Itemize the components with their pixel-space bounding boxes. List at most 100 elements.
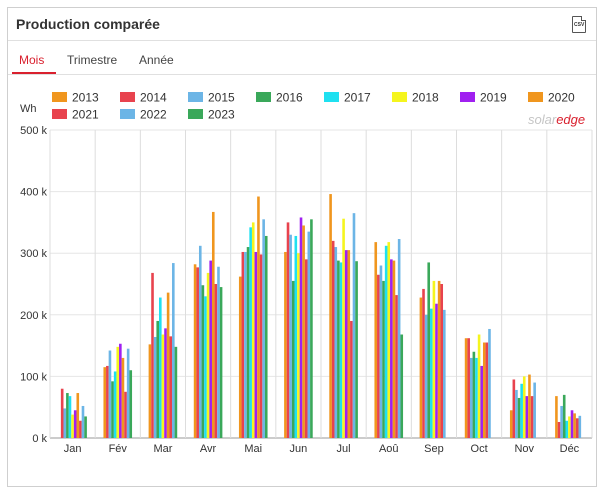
bar-2019-Nov <box>525 396 529 438</box>
bar-2019-Jul <box>344 250 348 438</box>
bar-2018-Mar <box>161 334 165 438</box>
tab-trimestre[interactable]: Trimestre <box>67 53 118 67</box>
bar-2022-Avr <box>217 266 220 438</box>
bar-2017-Fév <box>113 371 117 438</box>
bar-2016-Jan <box>66 393 69 438</box>
legend-swatch-2014 <box>120 92 135 102</box>
bar-2020-Jun <box>302 225 305 438</box>
x-tick-label: Jul <box>337 443 351 455</box>
bar-2014-Sep <box>422 288 425 438</box>
bar-2020-Sep <box>437 280 441 438</box>
bar-2020-Fév <box>121 357 125 438</box>
bar-2022-Fév <box>126 348 130 438</box>
y-tick-label: 300 k <box>20 248 47 260</box>
csv-export-icon[interactable]: CSV <box>572 16 586 33</box>
bar-2015-Nov <box>515 389 518 438</box>
bar-2021-Sep <box>440 284 444 438</box>
bar-2016-Sep <box>427 262 431 438</box>
x-tick-label: Déc <box>560 443 580 455</box>
legend-label-2021: 2021 <box>72 108 99 122</box>
bar-2015-Mai <box>244 251 247 438</box>
bar-2023-Mar <box>174 346 178 438</box>
bar-2014-Mai <box>241 251 245 438</box>
x-tick-label: Aoû <box>379 443 399 455</box>
x-tick-label: Mai <box>244 443 262 455</box>
bar-2023-Fév <box>129 370 133 438</box>
bar-2022-Nov <box>533 382 536 438</box>
bar-2016-Fév <box>111 381 114 438</box>
bar-2013-Oct <box>464 338 468 438</box>
y-tick-label: 100 k <box>20 371 47 383</box>
y-tick-label: 200 k <box>20 310 47 322</box>
bar-2018-Déc <box>568 416 571 438</box>
bar-2019-Jan <box>73 410 77 438</box>
bar-2013-Fév <box>103 367 107 438</box>
x-tick-label: Fév <box>109 443 128 455</box>
bar-2017-Nov <box>520 383 523 438</box>
bar-2023-Mai <box>264 235 268 438</box>
logo-solar: solar <box>528 112 557 127</box>
bar-2014-Jan <box>60 388 64 438</box>
bar-2016-Oct <box>472 351 476 438</box>
bar-2020-Avr <box>211 211 215 438</box>
bar-2014-Nov <box>512 379 516 438</box>
bar-2019-Oct <box>480 365 483 438</box>
bar-2016-Nov <box>517 397 521 438</box>
bar-2021-Jul <box>350 320 353 438</box>
bar-2021-Avr <box>214 284 218 438</box>
tab-annee[interactable]: Année <box>139 53 174 67</box>
x-tick-label: Oct <box>471 443 488 455</box>
bar-2015-Sep <box>424 314 428 438</box>
legend-swatch-2023 <box>188 109 203 119</box>
csv-icon-label: CSV <box>574 22 585 28</box>
bar-2023-Jul <box>355 261 358 438</box>
legend-label-2022: 2022 <box>140 108 167 122</box>
bar-2014-Jun <box>286 222 290 438</box>
x-tick-label: Jun <box>290 443 308 455</box>
bar-2023-Aoû <box>400 334 404 438</box>
period-tabs: Mois Trimestre Année <box>8 41 596 75</box>
bar-2020-Mai <box>257 196 260 438</box>
bar-2018-Jul <box>342 218 345 438</box>
panel-title: Production comparée <box>16 16 160 32</box>
bar-2015-Jan <box>63 408 67 438</box>
bar-2018-Jan <box>71 414 74 438</box>
legend-label-2018: 2018 <box>412 91 439 105</box>
bar-2022-Mar <box>172 263 175 438</box>
bar-2019-Avr <box>209 260 212 438</box>
bar-2017-Aoû <box>384 245 388 438</box>
y-tick-label: 400 k <box>20 187 47 199</box>
bar-2015-Avr <box>198 245 202 438</box>
bar-2022-Oct <box>488 328 491 438</box>
bar-2015-Jun <box>289 234 292 438</box>
bar-2014-Avr <box>196 267 199 438</box>
bar-2021-Fév <box>124 391 127 438</box>
bar-2020-Déc <box>573 413 576 438</box>
bar-2021-Jun <box>304 259 308 438</box>
bar-2013-Sep <box>419 297 423 438</box>
bar-2015-Jul <box>334 247 338 438</box>
x-tick-label: Avr <box>200 443 217 455</box>
legend-label-2023: 2023 <box>208 108 235 122</box>
x-tick-label: Jan <box>64 443 82 455</box>
bar-2021-Mar <box>169 336 173 438</box>
solaredge-logo: solaredge <box>528 112 585 127</box>
bar-2015-Oct <box>469 357 473 438</box>
x-tick-label: Sep <box>424 443 444 455</box>
bar-2020-Jul <box>347 250 351 438</box>
bar-2020-Nov <box>528 374 531 438</box>
bar-2022-Aoû <box>397 239 401 438</box>
bar-2017-Mar <box>159 297 162 438</box>
bar-2022-Sep <box>443 309 446 438</box>
bar-2016-Avr <box>201 285 205 438</box>
bar-2022-Déc <box>578 415 582 438</box>
legend-swatch-2017 <box>324 92 339 102</box>
bar-2020-Aoû <box>392 260 396 438</box>
legend-swatch-2020 <box>528 92 543 102</box>
bar-2013-Jul <box>329 194 332 438</box>
legend-swatch-2013 <box>52 92 67 102</box>
bar-2018-Oct <box>477 334 481 438</box>
bar-2019-Mar <box>164 328 167 438</box>
tab-mois[interactable]: Mois <box>19 53 45 67</box>
x-tick-label: Nov <box>514 443 534 455</box>
